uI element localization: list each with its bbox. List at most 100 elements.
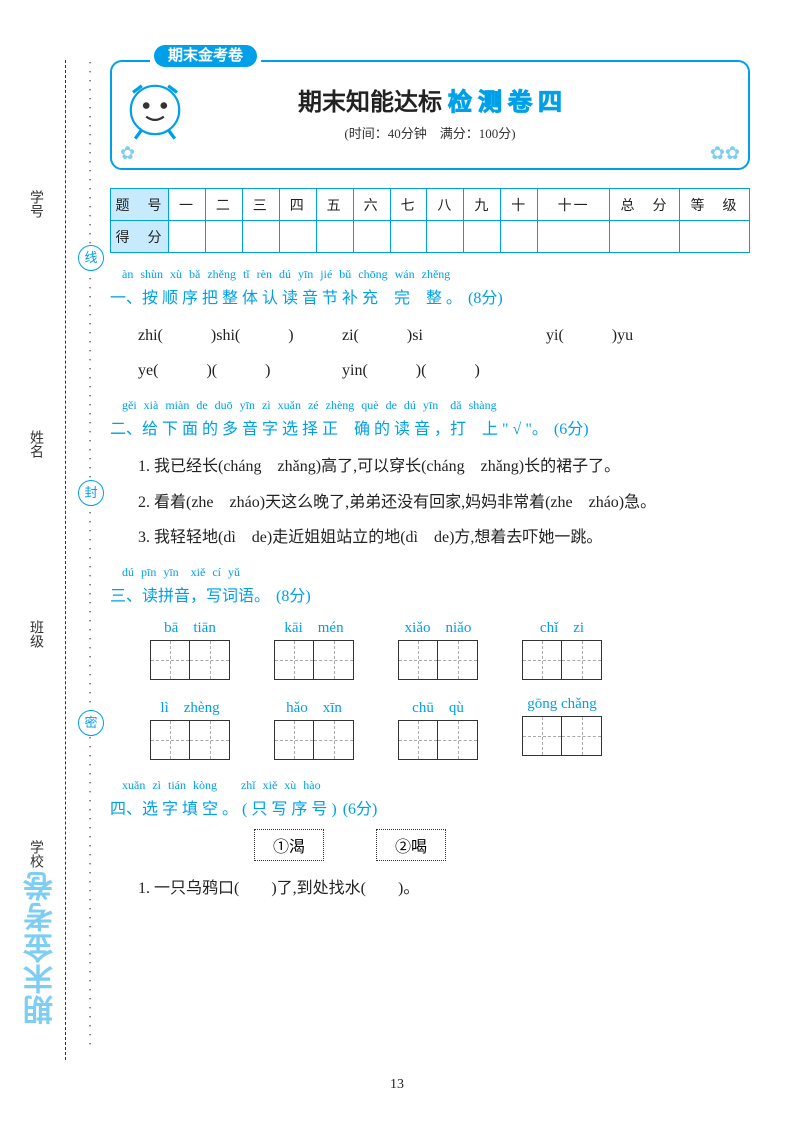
title-highlight: 检 测 卷 四 xyxy=(448,90,562,116)
tianzige-box[interactable] xyxy=(274,720,354,760)
score-cell[interactable] xyxy=(501,221,538,253)
sidebar-circle-feng: 封 xyxy=(78,480,104,506)
ribbon-text: 期末金考卷 xyxy=(154,45,257,67)
q1-points: (8分) xyxy=(468,290,503,307)
th-1: 一 xyxy=(169,189,206,221)
q3-pinyin-label: xiǎo niǎo xyxy=(398,616,478,637)
th-7: 七 xyxy=(390,189,427,221)
q1-r2-2: yin( )( ) xyxy=(342,353,480,388)
q2-title-text: 二、给 下 面 的 多 音 字 选 择 正 确 的 读 音 ，打 上 " √ "… xyxy=(110,421,548,438)
th-11: 十一 xyxy=(538,189,610,221)
q3-pinyin-label: hǎo xīn xyxy=(274,696,354,717)
th-label: 题 号 xyxy=(111,189,169,221)
th-2: 二 xyxy=(205,189,242,221)
q1-r1-2: zi( )si xyxy=(342,318,542,353)
q3-points: (8分) xyxy=(276,588,311,605)
sidebar-label-name: 姓名 xyxy=(25,430,45,458)
score-cell[interactable] xyxy=(538,221,610,253)
q1-row1: zhi( )shi( ) zi( )si yi( )yu xyxy=(138,318,750,353)
watermark-text: 期末金考卷 xyxy=(20,870,64,1025)
q4-title-text: 四、选 字 填 空 。 xyxy=(110,801,238,818)
tianzige-box[interactable] xyxy=(274,640,354,680)
q3-title-text: 三、读拼音，写词语。 xyxy=(110,588,270,605)
th-4: 四 xyxy=(279,189,316,221)
q2-points: (6分) xyxy=(554,421,589,438)
th-total: 总 分 xyxy=(610,189,680,221)
th-9: 九 xyxy=(464,189,501,221)
header-title: 期末知能达标 检 测 卷 四 xyxy=(112,82,748,117)
header-ribbon: 期末金考卷 xyxy=(150,44,261,65)
q2-item-1: 1. 我已经长(cháng zhǎng)高了,可以穿长(cháng zhǎng)… xyxy=(138,449,750,484)
tianzige-box[interactable] xyxy=(150,720,230,760)
sidebar-label-class: 班级 xyxy=(25,620,45,648)
th-8: 八 xyxy=(427,189,464,221)
th-3: 三 xyxy=(242,189,279,221)
tianzige-box[interactable] xyxy=(522,716,602,756)
q3-pinyin-label: kāi mén xyxy=(274,616,354,637)
sidebar-dash-line xyxy=(65,60,66,1060)
tianzige-box[interactable] xyxy=(398,720,478,760)
q3-pinyin: dú pīn yīn xiě cí yǔ xyxy=(122,563,750,580)
tianzige-box[interactable] xyxy=(398,640,478,680)
q3-cell: chǐ zi xyxy=(522,616,602,680)
sidebar-dot-line: ••••••••••••••••••••••••••••••••••••••••… xyxy=(89,60,91,1060)
q4-item-1: 1. 一只乌鸦口( )了,到处找水( )。 xyxy=(138,871,750,906)
q3-cell: hǎo xīn xyxy=(274,696,354,760)
score-cell[interactable] xyxy=(242,221,279,253)
header-box: 期末金考卷 期末知能达标 检 测 卷 四 (时间：40分钟 满分：100分) ✿… xyxy=(110,60,750,170)
q3-grid: bā tiān kāi mén xiǎo niǎo chǐ zi lì zhèng hǎo… xyxy=(110,616,750,760)
q2-title: 二、给 下 面 的 多 音 字 选 择 正 确 的 读 音 ，打 上 " √ "… xyxy=(110,415,750,439)
sidebar-circle-mi: 密 xyxy=(78,710,104,736)
q1-row2: ye( )( ) yin( )( ) xyxy=(138,353,750,388)
page-number: 13 xyxy=(0,1077,794,1093)
q2-pinyin: gěi xià miàn de duō yīn zì xuǎn zé zhèng… xyxy=(122,396,750,413)
title-black: 期末知能达标 xyxy=(298,90,442,116)
q4-pinyin: xuǎn zì tián kòng zhǐ xiě xù hào xyxy=(122,776,750,793)
sidebar-circle-xian: 线 xyxy=(78,245,104,271)
clock-icon xyxy=(122,77,188,143)
td-label: 得 分 xyxy=(111,221,169,253)
q3-pinyin-label: chǐ zi xyxy=(522,616,602,637)
score-cell[interactable] xyxy=(353,221,390,253)
q3-cell: bā tiān xyxy=(150,616,230,680)
q4-points: (6分) xyxy=(343,801,378,818)
tianzige-box[interactable] xyxy=(522,640,602,680)
q1-pinyin: àn shùn xù bǎ zhěng tǐ rèn dú yīn jié bǔ… xyxy=(122,267,750,282)
q3-pinyin-label: chū qù xyxy=(398,696,478,717)
q1-title: 一、按 顺 序 把 整 体 认 读 音 节 补 充 完 整 。 (8分) xyxy=(110,284,750,308)
q4-opt-2: ②喝 xyxy=(376,829,446,861)
q2-item-3: 3. 我轻轻地(dì de)走近姐姐站立的地(dì de)方,想着去吓她一跳。 xyxy=(138,520,750,555)
score-cell[interactable] xyxy=(279,221,316,253)
score-cell[interactable] xyxy=(316,221,353,253)
sidebar-label-school: 学校 xyxy=(25,840,45,868)
th-10: 十 xyxy=(501,189,538,221)
th-6: 六 xyxy=(353,189,390,221)
q4-title: 四、选 字 填 空 。 ( 只 写 序 号 ) (6分) xyxy=(110,795,750,819)
th-5: 五 xyxy=(316,189,353,221)
q1-r1-3: yi( )yu xyxy=(546,318,633,353)
q1-r1-1: zhi( )shi( ) xyxy=(138,318,338,353)
q3-title: 三、读拼音，写词语。 (8分) xyxy=(110,582,750,606)
q4-options: ①渴 ②喝 xyxy=(230,829,750,861)
score-cell[interactable] xyxy=(610,221,680,253)
th-grade: 等 级 xyxy=(680,189,750,221)
q3-pinyin-label: bā tiān xyxy=(150,616,230,637)
sidebar-label-id: 学号 xyxy=(25,190,45,218)
q2-item-2: 2. 看着(zhe zháo)天这么晚了,弟弟还没有回家,妈妈非常着(zhe z… xyxy=(138,485,750,520)
score-cell[interactable] xyxy=(205,221,242,253)
q3-cell: chū qù xyxy=(398,696,478,760)
score-cell[interactable] xyxy=(427,221,464,253)
q3-cell: gōng chǎng xyxy=(522,696,602,760)
q1-title-text: 一、按 顺 序 把 整 体 认 读 音 节 补 充 完 整 。 xyxy=(110,290,462,307)
score-cell[interactable] xyxy=(464,221,501,253)
q1-r2-1: ye( )( ) xyxy=(138,353,338,388)
q3-pinyin-label: lì zhèng xyxy=(150,696,230,717)
q4-opt-1: ①渴 xyxy=(254,829,324,861)
score-cell[interactable] xyxy=(390,221,427,253)
score-cell[interactable] xyxy=(169,221,206,253)
q3-cell: lì zhèng xyxy=(150,696,230,760)
score-cell[interactable] xyxy=(680,221,750,253)
score-table: 题 号 一 二 三 四 五 六 七 八 九 十 十一 总 分 等 级 得 分 xyxy=(110,188,750,253)
tianzige-box[interactable] xyxy=(150,640,230,680)
header-subtitle: (时间：40分钟 满分：100分) xyxy=(112,123,748,142)
